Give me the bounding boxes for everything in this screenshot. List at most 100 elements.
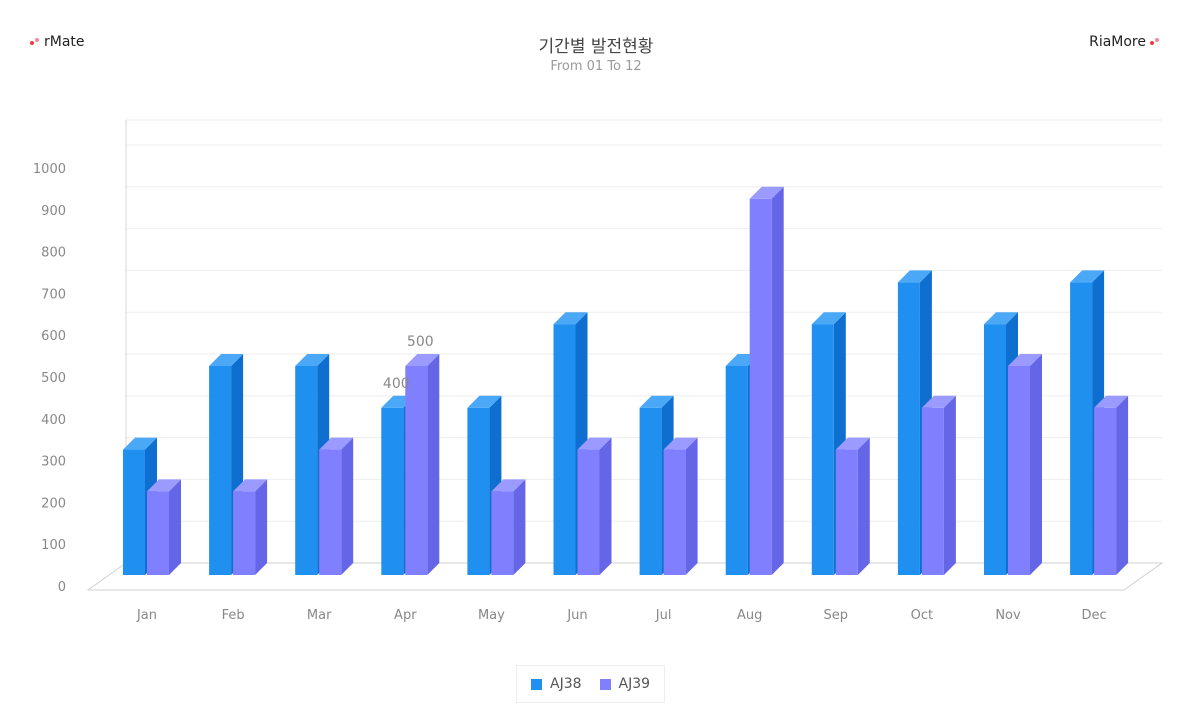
bar-front: [123, 449, 145, 575]
bar-aj39-may[interactable]: [491, 479, 526, 575]
bar-aj39-jan[interactable]: [147, 479, 181, 575]
bar-side: [599, 437, 612, 575]
y-tick-label: 700: [41, 287, 66, 302]
x-tick-label-may: May: [478, 608, 505, 623]
bar-front: [295, 366, 318, 575]
x-tick-label-aug: Aug: [737, 608, 762, 623]
brand-right-text: RiaMore: [1089, 34, 1146, 50]
bar-aj39-jun[interactable]: [577, 437, 612, 575]
bar-side: [1116, 395, 1129, 575]
bar-front: [467, 407, 490, 575]
bar-aj39-sep[interactable]: [835, 437, 870, 575]
bar-top: [984, 312, 1018, 325]
y-tick-label: 500: [41, 371, 66, 386]
x-tick-label-nov: Nov: [995, 608, 1021, 623]
bar-aj39-mar[interactable]: [319, 437, 354, 575]
bar-aj39-jul[interactable]: [663, 437, 698, 575]
bar-front: [381, 407, 404, 575]
bar-top: [1070, 270, 1105, 283]
brand-dot-pink: [35, 38, 39, 42]
bar-aj39-dec[interactable]: [1094, 395, 1129, 575]
legend-swatch-aj38: [531, 678, 542, 690]
y-tick-label: 600: [41, 329, 66, 344]
bar-side: [341, 437, 354, 575]
bar-aj39-oct[interactable]: [921, 395, 956, 575]
bar-side: [943, 395, 956, 575]
y-tick-label: 800: [41, 246, 66, 261]
brand-dot-red: [30, 41, 34, 45]
bar-top: [467, 395, 502, 408]
x-tick-label-dec: Dec: [1082, 608, 1107, 623]
bar-aj39-nov[interactable]: [1008, 354, 1042, 575]
bar-front: [897, 282, 920, 575]
bar-side: [1030, 354, 1042, 575]
bar-front: [491, 491, 514, 575]
bar-top: [749, 186, 784, 199]
bar-front: [663, 449, 686, 575]
y-tick-label: 900: [41, 204, 66, 219]
bar-top: [147, 479, 181, 492]
bar-top: [295, 354, 330, 366]
bar-front: [405, 366, 428, 575]
bar-front: [1094, 407, 1117, 575]
bar-front: [811, 324, 834, 575]
brand-dot-pink: [1155, 38, 1159, 42]
legend-item-aj38[interactable]: AJ38: [531, 676, 582, 692]
bar-top: [811, 312, 846, 325]
bar-front: [577, 449, 600, 575]
bar-top: [663, 437, 698, 450]
bar-top: [233, 479, 268, 492]
legend-label-aj38: AJ38: [550, 676, 582, 692]
bar-front: [147, 491, 169, 575]
x-tick-label-jan: Jan: [136, 608, 157, 623]
x-tick-label-oct: Oct: [911, 608, 933, 623]
bar-front: [984, 324, 1006, 575]
bar-side: [771, 186, 784, 576]
x-tick-label-apr: Apr: [394, 608, 417, 623]
bar-front: [1008, 366, 1030, 575]
brand-dot-red: [1150, 41, 1154, 45]
y-tick-label: 1000: [33, 162, 66, 177]
x-tick-label-sep: Sep: [824, 608, 849, 623]
brand-left-text: rMate: [44, 34, 85, 50]
legend-swatch-aj39: [599, 678, 611, 690]
data-label: 500: [407, 334, 434, 350]
bar-front: [835, 449, 858, 575]
legend-item-aj39[interactable]: AJ39: [599, 676, 651, 692]
bar-top: [897, 270, 932, 283]
bar-top: [921, 395, 956, 408]
bar-front: [749, 198, 772, 576]
y-tick-label: 0: [58, 580, 66, 595]
bar-top: [1094, 395, 1129, 408]
bar-aj39-feb[interactable]: [233, 479, 268, 575]
bar-top: [1008, 354, 1042, 366]
chart-header: 기간별 발전현황 From 01 To 12: [0, 32, 1192, 74]
bar-side: [169, 479, 181, 575]
x-tick-label-jun: Jun: [566, 608, 587, 623]
y-tick-label: 100: [41, 538, 66, 553]
bar-front: [233, 491, 256, 575]
bar-front: [921, 407, 944, 575]
brand-logo-icon: [1148, 37, 1160, 47]
x-tick-label-jul: Jul: [655, 608, 672, 623]
bar-side: [513, 479, 526, 575]
bar-top: [319, 437, 354, 450]
bar-aj39-aug[interactable]: [749, 186, 784, 576]
x-tick-label-feb: Feb: [222, 608, 245, 623]
bar-aj39-apr[interactable]: [405, 354, 440, 575]
y-tick-label: 400: [41, 413, 66, 428]
bar-top: [123, 437, 157, 450]
chart-subtitle: From 01 To 12: [550, 59, 642, 74]
bar-top: [405, 354, 440, 366]
brand-logo-icon: [30, 37, 42, 47]
bar-side: [427, 354, 440, 575]
bar-top: [491, 479, 526, 492]
bar-side: [255, 479, 268, 575]
legend-label-aj39: AJ39: [618, 676, 651, 692]
data-label: 400: [383, 376, 410, 392]
brand-left: rMate: [30, 34, 85, 50]
bar-front: [319, 449, 342, 575]
bar-front: [1070, 282, 1093, 575]
bar-front: [725, 366, 748, 575]
